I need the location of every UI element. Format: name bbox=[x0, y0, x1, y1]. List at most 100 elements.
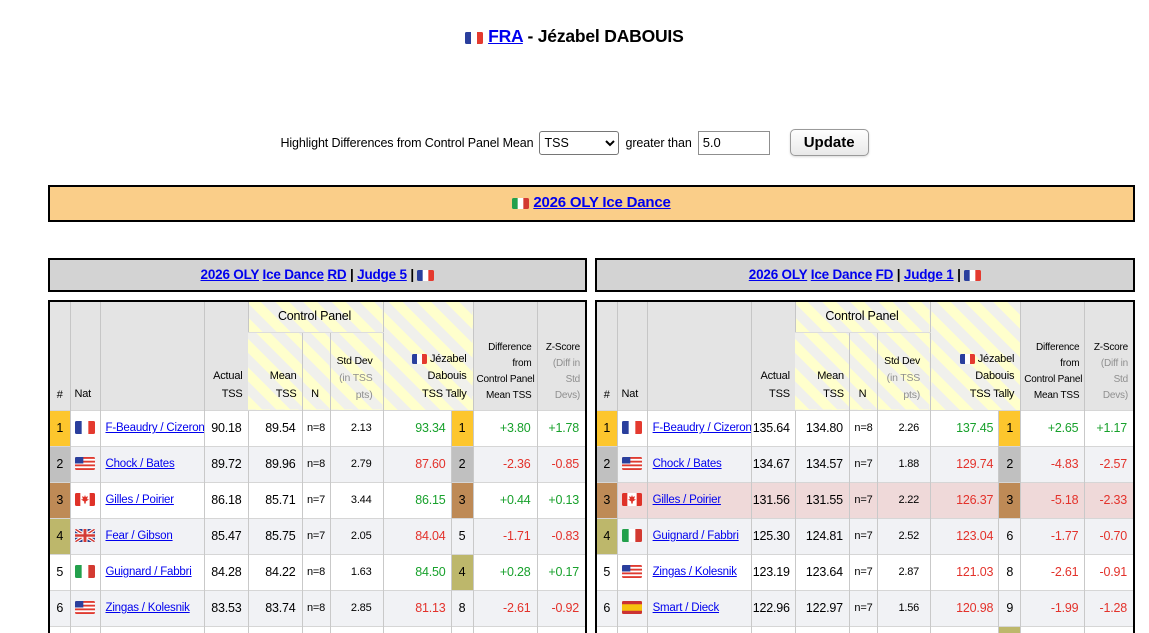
stddev-cell bbox=[329, 625, 384, 633]
event-link[interactable]: 2026 OLY Ice Dance bbox=[533, 194, 671, 211]
judge-country-link[interactable]: FRA bbox=[488, 26, 523, 46]
flag-usa-icon bbox=[622, 565, 643, 579]
judge-link[interactable]: Judge 5 bbox=[357, 267, 407, 282]
nat-cell bbox=[616, 517, 648, 554]
col-header-mean-tss: Mean TSS bbox=[795, 332, 850, 410]
skater-name-cell: F-Beaudry / Cizeron bbox=[646, 409, 752, 446]
n-cell: n=7 bbox=[848, 589, 878, 626]
skater-link[interactable]: Chock / Bates bbox=[652, 458, 722, 470]
rank-cell: 3 bbox=[50, 481, 70, 518]
table-row: 6 Zingas / Kolesnik 83.53 83.74 n=8 2.85 81.13… bbox=[50, 589, 586, 626]
table-title-link-0[interactable]: 2026 OLY bbox=[200, 267, 260, 282]
judge-tally-rank-cell: 3 bbox=[998, 481, 1021, 518]
difference-cell bbox=[1020, 625, 1085, 633]
stddev-cell: 2.87 bbox=[876, 553, 931, 590]
nat-cell bbox=[69, 553, 100, 590]
stddev-cell: 2.26 bbox=[876, 409, 931, 446]
stddev-cell: 2.22 bbox=[876, 481, 931, 518]
skater-link[interactable]: Chock / Bates bbox=[105, 458, 175, 470]
actual-tss-cell: 122.96 bbox=[750, 589, 796, 626]
table-row: 3 Gilles / Poirier 131.56 131.55 n=7 2.22 126.… bbox=[597, 481, 1133, 518]
judge-tally-rank-cell: 5 bbox=[450, 517, 474, 554]
skater-link[interactable]: F-Beaudry / Cizeron bbox=[652, 422, 752, 434]
skater-link[interactable]: Gilles / Poirier bbox=[652, 494, 722, 506]
zscore-cell: -1.28 bbox=[1084, 589, 1133, 626]
difference-cell: -2.61 bbox=[472, 589, 538, 626]
col-header-rank: # bbox=[597, 302, 618, 410]
judge-link[interactable]: Judge 1 bbox=[903, 267, 954, 282]
n-cell: n=7 bbox=[301, 481, 330, 518]
judge-tally-rank-cell: 1 bbox=[998, 409, 1021, 446]
zscore-cell: +0.17 bbox=[536, 553, 586, 590]
judge-tally-rank-cell: 3 bbox=[450, 481, 474, 518]
flag-fra-icon bbox=[75, 421, 95, 435]
col-header-stddev: Std Dev (in TSS pts) bbox=[876, 332, 931, 410]
table-title-link-2[interactable]: FD bbox=[875, 267, 894, 282]
metric-select[interactable]: TSS bbox=[539, 130, 620, 155]
col-header-judge-tally: Jézabel Dabouis TSS Tally bbox=[930, 302, 1021, 410]
nat-cell bbox=[69, 625, 100, 633]
difference-cell: +0.44 bbox=[472, 481, 538, 518]
mean-tss-cell: 134.80 bbox=[794, 409, 850, 446]
skater-link[interactable]: Smart / Dieck bbox=[652, 602, 720, 614]
zscore-cell: -0.92 bbox=[536, 589, 586, 626]
zscore-cell: -0.85 bbox=[536, 445, 586, 482]
table-title-link-1[interactable]: Ice Dance bbox=[262, 267, 324, 282]
skater-name-cell: Chock / Bates bbox=[99, 445, 204, 482]
actual-tss-cell: 89.72 bbox=[203, 445, 248, 482]
n-cell bbox=[848, 625, 878, 633]
mean-tss-cell: 122.97 bbox=[794, 589, 850, 626]
rank-cell: 5 bbox=[50, 553, 70, 590]
n-cell: n=8 bbox=[848, 409, 878, 446]
table-title-link-0[interactable]: 2026 OLY bbox=[748, 267, 808, 282]
nat-cell bbox=[69, 409, 100, 446]
mean-tss-cell: 89.96 bbox=[247, 445, 302, 482]
col-header-name bbox=[646, 302, 752, 410]
col-header-n: N bbox=[301, 332, 330, 410]
skater-link[interactable]: F-Beaudry / Cizeron bbox=[105, 422, 205, 434]
actual-tss-cell: 84.28 bbox=[203, 553, 248, 590]
rank-cell bbox=[50, 625, 70, 633]
skater-link[interactable]: Zingas / Kolesnik bbox=[652, 566, 737, 578]
table-title-link-1[interactable]: Ice Dance bbox=[810, 267, 873, 282]
italy-flag-icon bbox=[512, 194, 530, 211]
table-row: 2 Chock / Bates 89.72 89.96 n=8 2.79 87.60 2 -2.… bbox=[50, 445, 586, 482]
skater-link[interactable]: Zingas / Kolesnik bbox=[105, 602, 190, 614]
update-button[interactable]: Update bbox=[789, 129, 869, 156]
zscore-cell: -0.91 bbox=[1084, 553, 1133, 590]
n-cell: n=7 bbox=[848, 553, 878, 590]
skater-name-cell: Zingas / Kolesnik bbox=[646, 553, 752, 590]
judge-tally-rank-cell: 2 bbox=[450, 445, 474, 482]
flag-fra-icon bbox=[622, 421, 643, 435]
n-cell: n=8 bbox=[301, 445, 330, 482]
rank-cell: 3 bbox=[597, 481, 618, 518]
table-row: 2 Chock / Bates 134.67 134.57 n=7 1.88 129.74 2… bbox=[597, 445, 1133, 482]
flag-usa-icon bbox=[75, 457, 95, 471]
nat-cell bbox=[616, 481, 648, 518]
skater-link[interactable]: Gilles / Poirier bbox=[105, 494, 175, 506]
flag-fra-icon bbox=[417, 267, 435, 282]
difference-cell: +2.65 bbox=[1020, 409, 1085, 446]
titlebar-separator: | bbox=[350, 267, 354, 282]
judge-tally-rank-cell bbox=[450, 625, 474, 633]
col-header-difference: Difference from Control Panel Mean TSS bbox=[1020, 302, 1085, 410]
skater-link[interactable]: Fear / Gibson bbox=[105, 530, 173, 542]
col-header-difference: Difference from Control Panel Mean TSS bbox=[472, 302, 538, 410]
mean-tss-cell: 84.22 bbox=[247, 553, 302, 590]
col-header-zscore: Z-Score (Diff in Std Devs) bbox=[1084, 302, 1133, 410]
n-cell: n=8 bbox=[301, 409, 330, 446]
actual-tss-cell: 134.67 bbox=[750, 445, 796, 482]
skater-link[interactable]: Guignard / Fabbri bbox=[105, 566, 192, 578]
skater-link[interactable]: Guignard / Fabbri bbox=[652, 530, 739, 542]
event-banner: 2026 OLY Ice Dance bbox=[48, 185, 1135, 222]
rank-cell: 4 bbox=[597, 517, 618, 554]
threshold-input[interactable] bbox=[697, 130, 770, 155]
skater-name-cell bbox=[646, 625, 752, 633]
skater-name-cell: Smart / Dieck bbox=[646, 589, 752, 626]
difference-cell: -1.71 bbox=[472, 517, 538, 554]
difference-cell: -5.18 bbox=[1020, 481, 1085, 518]
table-title-link-2[interactable]: RD bbox=[327, 267, 347, 282]
fd-scores-table: # Nat Actual TSS Control Panel Jézabel Daboui… bbox=[595, 300, 1135, 633]
highlight-label: Highlight Differences from Control Panel… bbox=[280, 135, 534, 150]
zscore-cell: +1.17 bbox=[1084, 409, 1133, 446]
